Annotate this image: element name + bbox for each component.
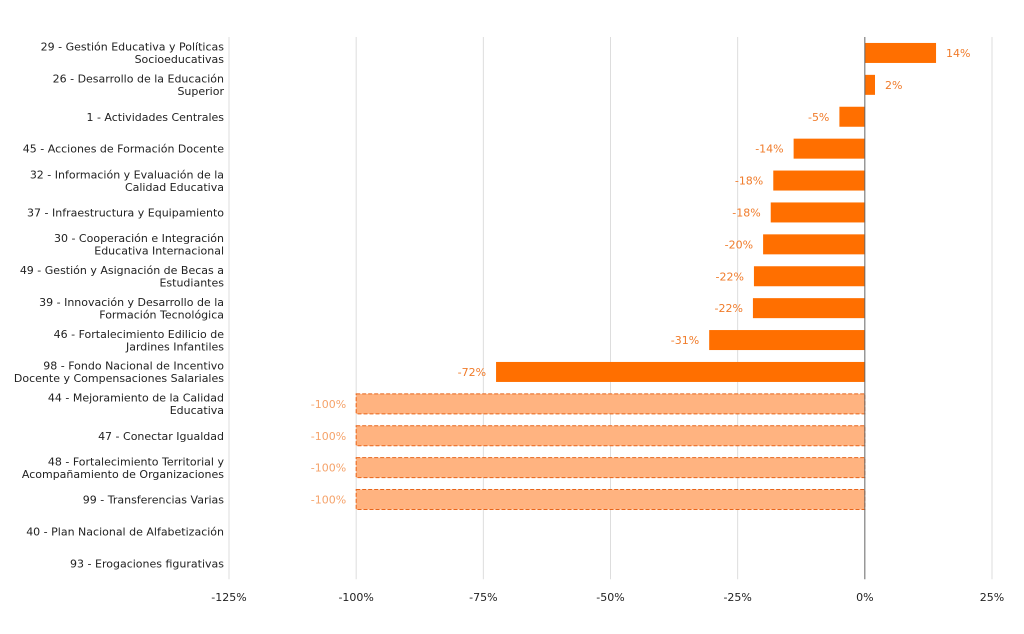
bar bbox=[773, 170, 865, 191]
category-label: 32 - Información y Evaluación de la bbox=[30, 168, 224, 181]
bars bbox=[355, 42, 937, 511]
category-label: Superior bbox=[177, 85, 224, 98]
category-label: 40 - Plan Nacional de Alfabetización bbox=[26, 525, 224, 538]
bar bbox=[496, 361, 865, 382]
category-label: Estudiantes bbox=[159, 277, 224, 290]
data-label: 14% bbox=[946, 47, 970, 60]
category-label: 45 - Acciones de Formación Docente bbox=[23, 143, 224, 156]
category-labels: 29 - Gestión Educativa y PolíticasSocioe… bbox=[14, 41, 225, 571]
data-label: -31% bbox=[671, 334, 699, 347]
data-label: -22% bbox=[715, 302, 743, 315]
category-label: 99 - Transferencias Varias bbox=[83, 494, 224, 507]
category-label: 93 - Erogaciones figurativas bbox=[70, 557, 224, 570]
bar bbox=[763, 234, 865, 255]
data-label: -72% bbox=[458, 366, 486, 379]
category-label: 47 - Conectar Igualdad bbox=[98, 430, 224, 443]
category-label: 39 - Innovación y Desarrollo de la bbox=[39, 296, 224, 309]
category-label: 48 - Fortalecimiento Territorial y bbox=[48, 455, 225, 468]
x-tick-label: -75% bbox=[469, 591, 497, 604]
bar bbox=[864, 74, 876, 95]
category-label: 1 - Actividades Centrales bbox=[86, 111, 224, 124]
category-label: 30 - Cooperación e Integración bbox=[54, 232, 224, 245]
bar bbox=[355, 425, 866, 447]
grid-lines bbox=[228, 37, 993, 580]
category-label: 98 - Fondo Nacional de Incentivo bbox=[43, 360, 224, 373]
bar bbox=[355, 489, 866, 511]
data-label: -100% bbox=[311, 462, 346, 475]
category-label: Acompañamiento de Organizaciones bbox=[22, 468, 224, 481]
data-label: -18% bbox=[735, 175, 763, 188]
category-label: 46 - Fortalecimiento Edilicio de bbox=[54, 328, 225, 341]
data-label: -18% bbox=[732, 206, 760, 219]
category-label: Docente y Compensaciones Salariales bbox=[14, 372, 224, 385]
bar bbox=[793, 138, 865, 159]
value-labels: 14% 2% -5% -14% -18% -18% -20% -22% -22% -31% -72%… bbox=[311, 47, 971, 507]
data-label: -100% bbox=[311, 398, 346, 411]
category-label: Jardines Infantiles bbox=[125, 340, 224, 353]
x-tick-label: -100% bbox=[338, 591, 373, 604]
data-label: 2% bbox=[885, 79, 902, 92]
category-label: Calidad Educativa bbox=[125, 181, 224, 194]
x-tick-label: -50% bbox=[596, 591, 624, 604]
data-label: -100% bbox=[311, 494, 346, 507]
bar bbox=[753, 266, 865, 287]
data-label: -14% bbox=[755, 143, 783, 156]
bar bbox=[355, 457, 866, 479]
bar bbox=[355, 393, 866, 415]
bar bbox=[864, 42, 937, 63]
x-tick-label: 0% bbox=[856, 591, 873, 604]
category-label: 37 - Infraestructura y Equipamiento bbox=[27, 206, 224, 219]
data-label: -100% bbox=[311, 430, 346, 443]
bar bbox=[770, 202, 865, 223]
category-label: 44 - Mejoramiento de la Calidad bbox=[48, 392, 224, 405]
data-label: -20% bbox=[725, 238, 753, 251]
x-tick-label: -25% bbox=[723, 591, 751, 604]
category-label: Formación Tecnológica bbox=[99, 308, 224, 321]
data-label: -22% bbox=[716, 270, 744, 283]
category-label: Educativa Internacional bbox=[94, 245, 224, 258]
category-label: 29 - Gestión Educativa y Políticas bbox=[41, 41, 225, 54]
x-tick-label: 25% bbox=[980, 591, 1004, 604]
bar bbox=[709, 330, 865, 351]
x-axis-ticks: -125% -100% -75% -50% -25% 0% 25% bbox=[211, 591, 1004, 604]
category-label: Socioeducativas bbox=[135, 53, 225, 66]
category-label: Educativa bbox=[170, 404, 224, 417]
data-label: -5% bbox=[808, 111, 829, 124]
category-label: 26 - Desarrollo de la Educación bbox=[53, 73, 224, 86]
bar bbox=[839, 106, 865, 127]
bar bbox=[752, 298, 865, 319]
category-label: 49 - Gestión y Asignación de Becas a bbox=[20, 264, 224, 277]
x-tick-label: -125% bbox=[211, 591, 246, 604]
